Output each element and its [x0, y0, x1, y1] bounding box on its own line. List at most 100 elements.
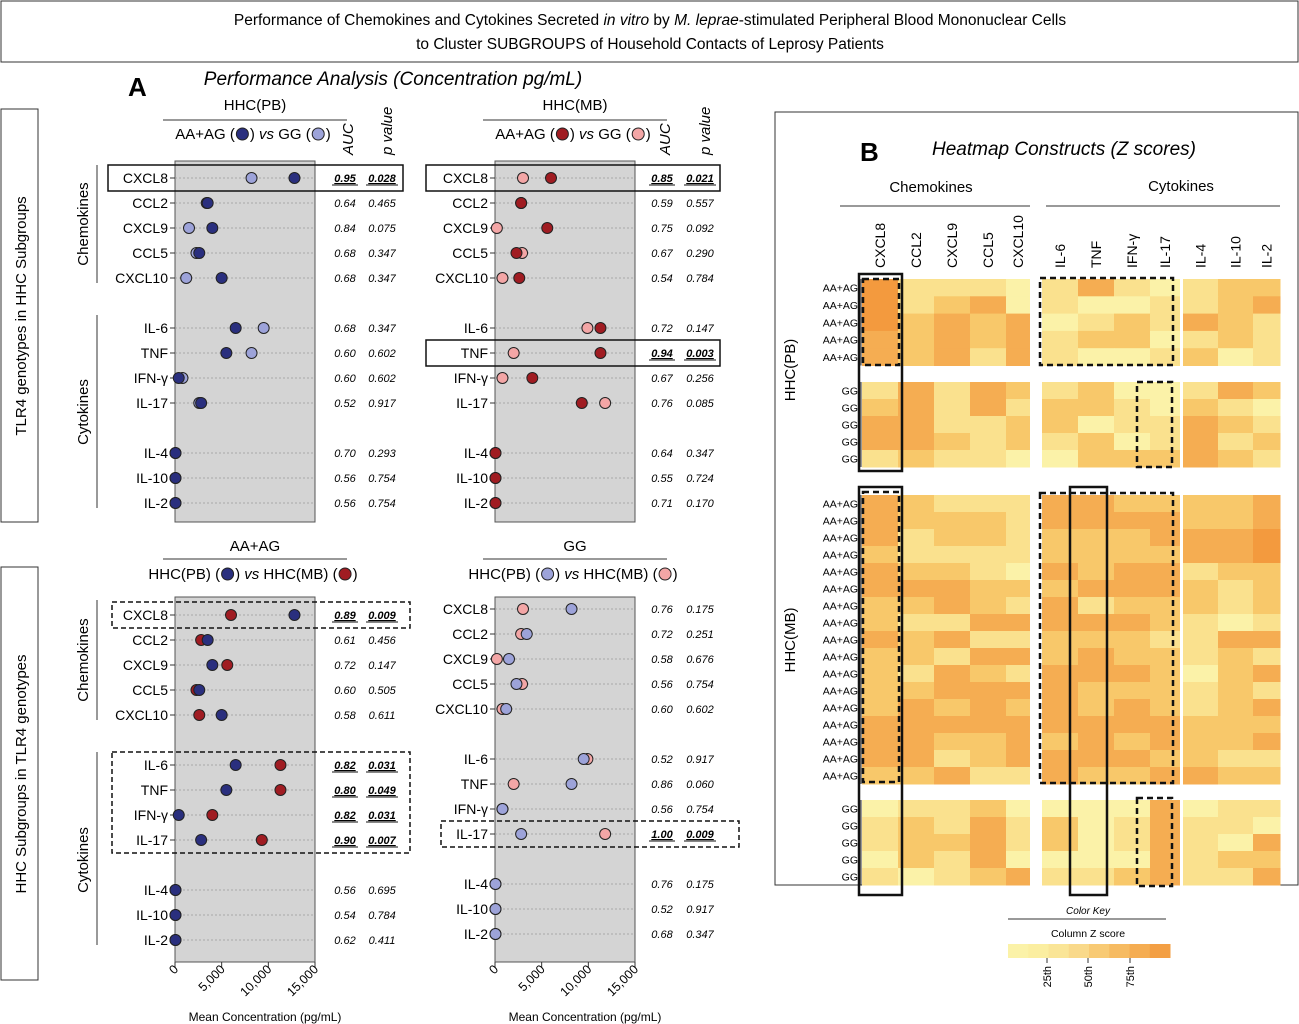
heatmap-row-label: AA+AG — [823, 652, 858, 664]
heatmap-cell — [1114, 330, 1151, 349]
color-key-segment — [1149, 944, 1171, 958]
heatmap-cell — [862, 614, 899, 632]
heatmap-cell — [1218, 631, 1254, 649]
heatmap-cell — [1150, 699, 1181, 717]
point-hhc-mb--cxcl8 — [517, 603, 529, 615]
color-key-subtitle: Column Z score — [1051, 928, 1125, 940]
p-value-il-17: 0.007 — [368, 835, 396, 847]
legend-dot-hhc-mb- — [338, 567, 352, 581]
heatmap-cell — [970, 529, 1007, 547]
x-tick-label: 0 — [486, 962, 501, 977]
p-value-ccl2: 0.456 — [368, 635, 396, 647]
p-value-cxcl8: 0.175 — [686, 604, 714, 616]
p-value-cxcl8: 0.009 — [368, 610, 396, 622]
heatmap-cell — [1218, 529, 1254, 547]
auc-value-ifn-: 0.82 — [334, 810, 355, 822]
heatmap-cell — [1042, 546, 1079, 564]
point-hhc-mb--cxcl8 — [225, 609, 237, 621]
heatmap-cell — [862, 665, 899, 683]
heatmap-cell — [934, 631, 971, 649]
heatmap-cell — [1218, 767, 1254, 785]
category-label-ccl2: CCL2 — [132, 632, 168, 648]
group-label-cytokines-bottom: Cytokines — [75, 827, 92, 893]
p-value-cxcl9: 0.075 — [368, 223, 396, 235]
heatmap-cell — [970, 767, 1007, 785]
point-aa-ag-cxcl9 — [206, 222, 219, 234]
heatmap-cell — [1042, 682, 1079, 700]
heatmap-cell — [970, 399, 1007, 417]
x-tick-label: 15,000 — [284, 962, 321, 999]
scatter-title-hhc-mb-: HHC(MB) — [543, 97, 608, 114]
color-key-bar: 25th 50th 75th — [1008, 944, 1171, 987]
heatmap-cell — [1078, 767, 1115, 785]
legend-dot-aa-ag — [235, 127, 249, 141]
category-label-il-10: IL-10 — [136, 470, 168, 486]
heatmap-cell — [934, 733, 971, 751]
heatmap-cell — [1218, 800, 1254, 818]
heatmap-cell — [862, 580, 899, 598]
point-hhc-pb--ifn- — [496, 803, 509, 815]
scatter-legend: HHC(PB) ( ) vs HHC(MB) ( ) — [468, 566, 677, 583]
p-value-il-17: 0.917 — [368, 398, 396, 410]
heatmap-cell — [1150, 330, 1181, 349]
heatmap-cell — [1114, 313, 1151, 332]
heatmap-col-label-cxcl8: CXCL8 — [872, 223, 888, 268]
category-label-il-17: IL-17 — [456, 826, 488, 842]
heatmap-cell — [862, 716, 899, 734]
heatmap-cell — [1253, 512, 1281, 530]
point-hhc-mb--il-17 — [599, 828, 612, 840]
heatmap-cell — [1006, 399, 1031, 417]
heatmap-cell — [1253, 450, 1281, 468]
category-label-il-2: IL-2 — [144, 495, 168, 511]
panel-b-heading: Heatmap Constructs (Z scores) — [932, 139, 1196, 160]
side-label-top: TLR4 genotypes in HHC Subgroups — [13, 196, 30, 435]
heatmap-cell — [1253, 597, 1281, 615]
title-line-2: to Cluster SUBGROUPS of Household Contac… — [416, 36, 884, 53]
heatmap-col-label-il-17: IL-17 — [1157, 236, 1173, 268]
heatmap-cell — [1218, 597, 1254, 615]
heatmap-cell — [1114, 450, 1151, 468]
color-key-segment — [1008, 944, 1029, 958]
p-value-il-4: 0.695 — [368, 885, 396, 897]
heatmap-cell — [1183, 416, 1219, 434]
heatmap-cell — [1078, 699, 1115, 717]
heatmap-cell — [970, 433, 1007, 451]
heatmap-cell — [1218, 851, 1254, 869]
heatmap-cell — [1253, 546, 1281, 564]
heatmap-cell — [1114, 597, 1151, 615]
heatmap-cell — [1183, 767, 1219, 785]
heatmap-cell — [934, 817, 971, 835]
point-hhc-pb--il-2 — [489, 928, 502, 940]
auc-value-ccl2: 0.72 — [651, 629, 672, 641]
p-value-il-2: 0.347 — [686, 929, 714, 941]
p-value-il-10: 0.784 — [368, 910, 396, 922]
color-key-segment — [1028, 944, 1049, 958]
point-aa-ag-ccl2 — [515, 197, 528, 209]
p-value-il-6: 0.347 — [368, 323, 396, 335]
heatmap-row-label: AA+AG — [823, 754, 858, 766]
heatmap-cell — [1150, 733, 1181, 751]
heatmap-cell — [1253, 563, 1281, 581]
heatmap-cell — [1114, 851, 1151, 869]
heatmap-row-label: AA+AG — [823, 737, 858, 749]
heatmap-cell — [1078, 313, 1115, 332]
heatmap-cell — [934, 699, 971, 717]
auc-value-il-2: 0.71 — [651, 498, 672, 510]
heatmap-cell — [1150, 382, 1181, 400]
heatmap-row-label: AA+AG — [823, 703, 858, 715]
heatmap-cell — [1078, 348, 1115, 366]
heatmap-cell — [898, 546, 935, 564]
heatmap-cell — [898, 580, 935, 598]
point-aa-ag-il-10 — [169, 472, 182, 484]
heatmap-cell — [1183, 631, 1219, 649]
heatmap-cell — [1150, 800, 1181, 818]
category-label-il-2: IL-2 — [464, 926, 488, 942]
auc-value-il-2: 0.56 — [334, 498, 356, 510]
heatmap-cell — [1042, 563, 1079, 581]
heatmap-cell — [1078, 851, 1115, 869]
p-value-cxcl10: 0.611 — [369, 710, 396, 722]
p-value-il-4: 0.175 — [686, 879, 714, 891]
heatmap-box-cxcl8-mb-aa — [861, 490, 901, 784]
x-tick-label: 15,000 — [604, 962, 641, 999]
point-hhc-pb--ccl5 — [193, 684, 206, 696]
